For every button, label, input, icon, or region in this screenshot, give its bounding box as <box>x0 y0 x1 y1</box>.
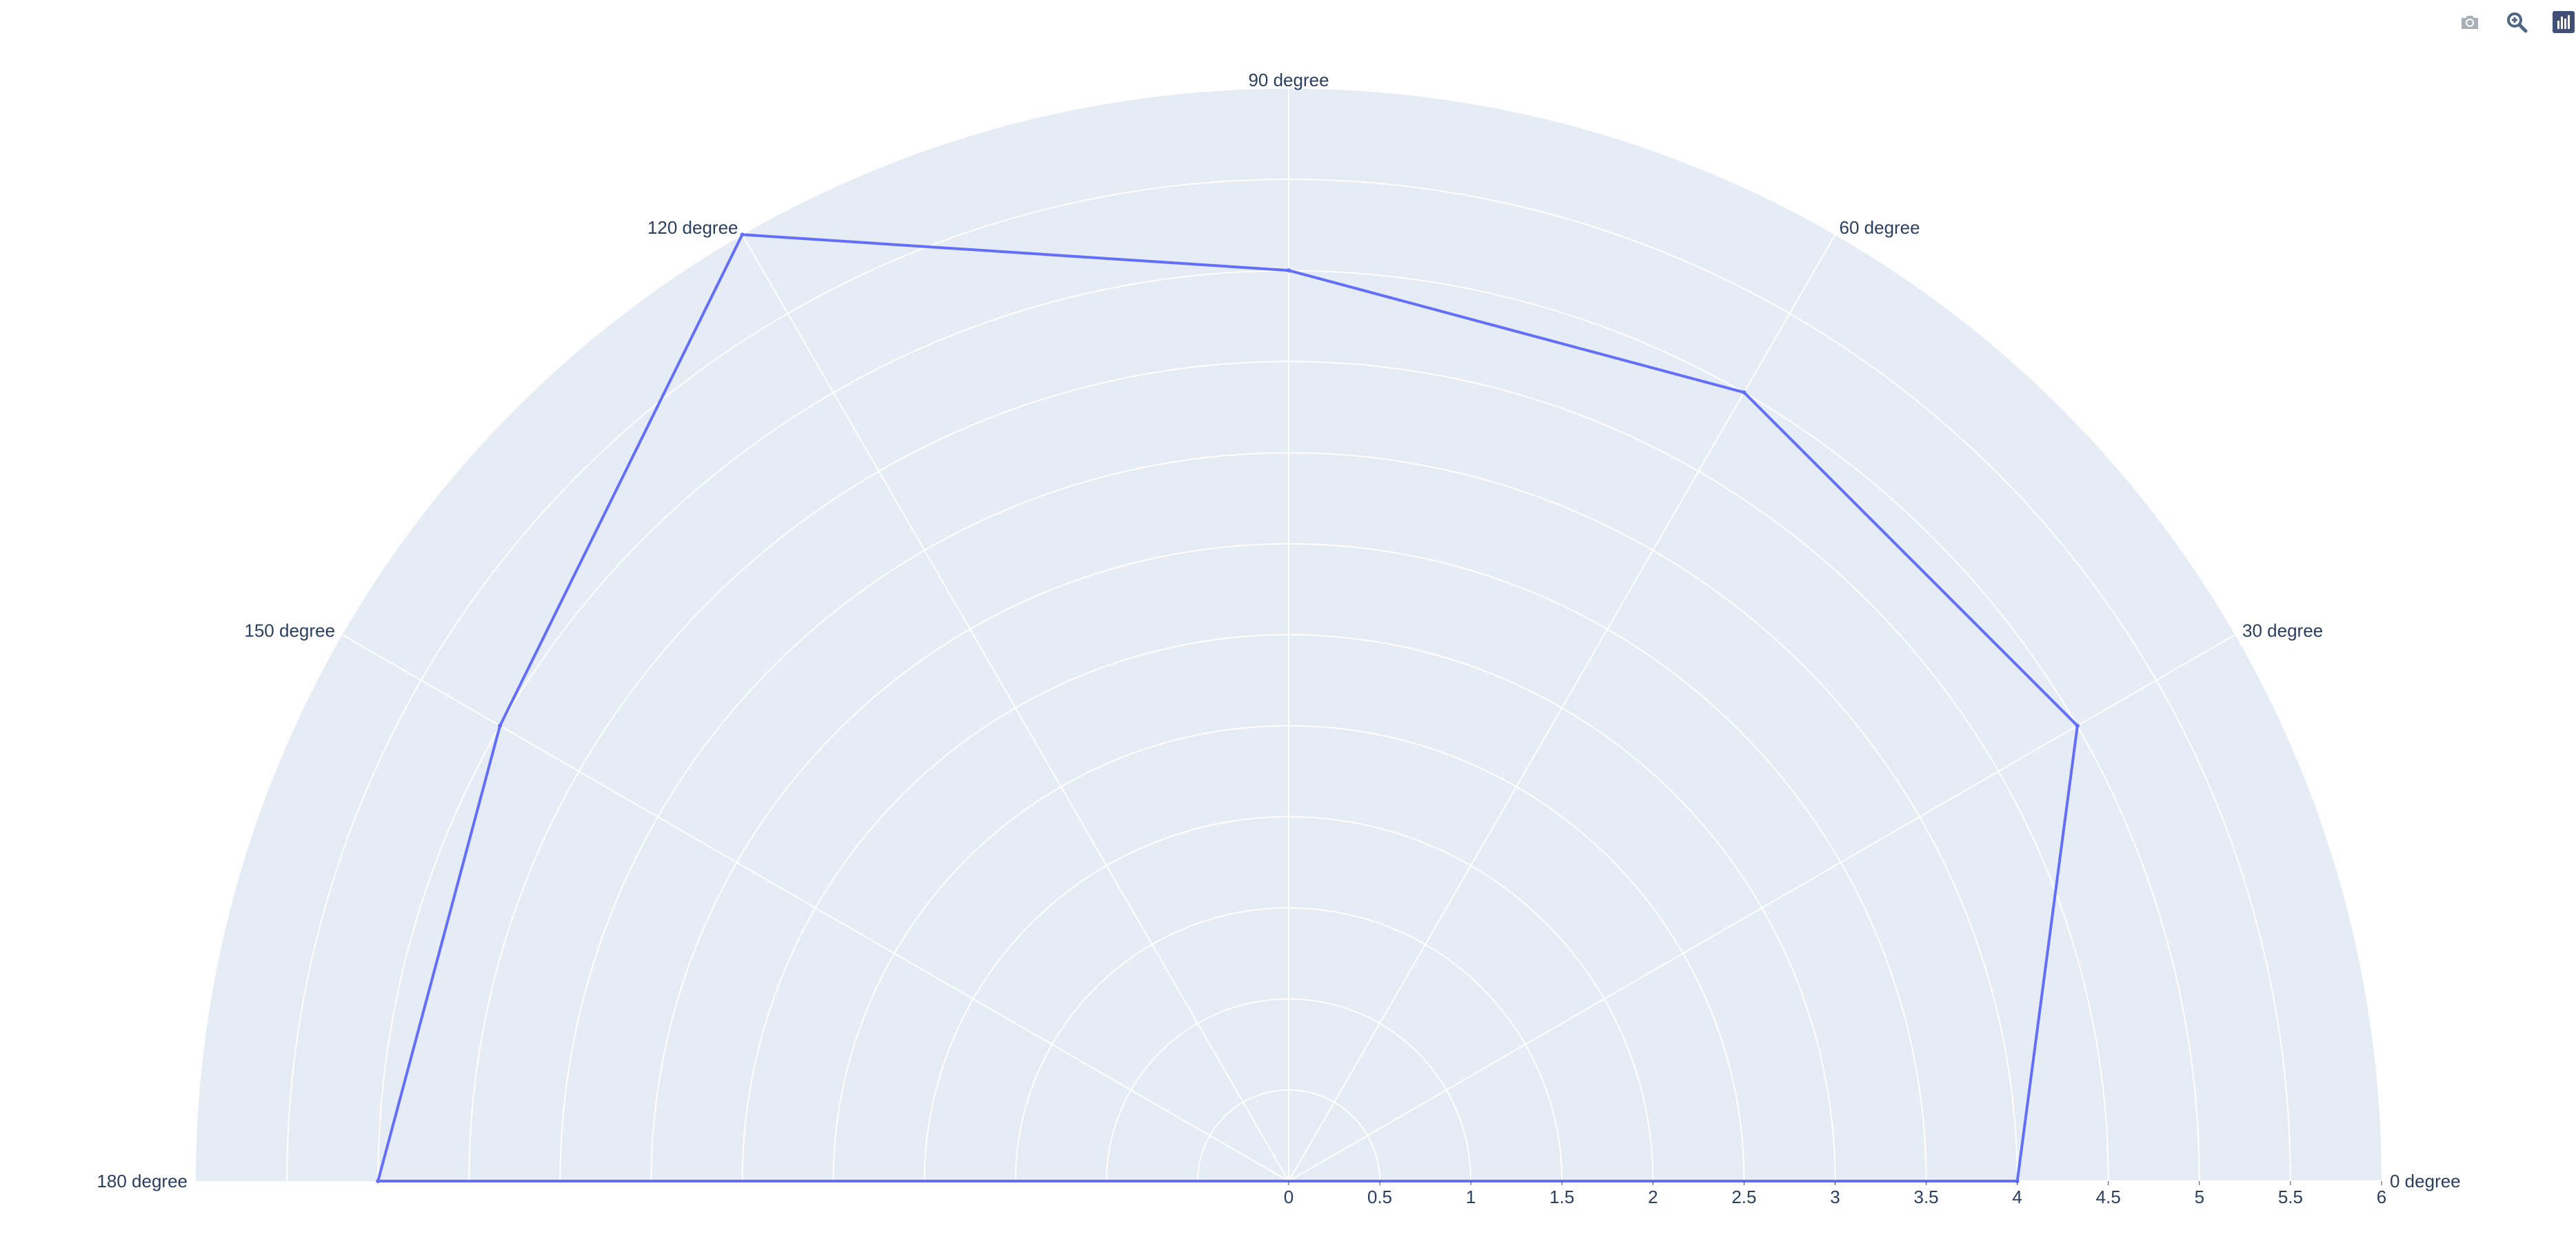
radial-tick-label: 1.5 <box>1549 1187 1574 1207</box>
data-point[interactable] <box>1287 268 1291 273</box>
radial-tick-label: 1 <box>1466 1187 1476 1207</box>
camera-button[interactable] <box>2457 10 2482 34</box>
radial-tick-label: 2.5 <box>1731 1187 1756 1207</box>
data-point[interactable] <box>498 723 503 728</box>
zoom-icon <box>2507 12 2528 33</box>
trace-layer <box>376 232 2080 1183</box>
angular-tick-label: 60 degree <box>1840 217 1920 238</box>
radial-tick-label: 4 <box>2012 1187 2022 1207</box>
angular-tick-label: 0 degree <box>2390 1171 2461 1191</box>
angular-tick-label: 180 degree <box>97 1171 188 1191</box>
plotly-logo-button[interactable] <box>2551 10 2576 34</box>
angular-grid-line <box>741 234 1289 1182</box>
radial-tick-label: 4.5 <box>2096 1187 2121 1207</box>
angular-tick-label: 150 degree <box>244 621 335 641</box>
angular-tick-label: 30 degree <box>2242 621 2323 641</box>
modebar <box>2457 10 2576 34</box>
label-layer: 0 0.5 1 1.5 2 2.5 3 3.5 4 4.5 5 5.5 60 degree 30 degr… <box>97 70 2460 1207</box>
data-point[interactable] <box>376 1179 381 1183</box>
camera-icon <box>2462 16 2478 29</box>
radial-tick-label: 3 <box>1830 1187 1840 1207</box>
radial-tick-label: 3.5 <box>1914 1187 1939 1207</box>
radial-tick-label: 2 <box>1648 1187 1658 1207</box>
plotly-logo-icon <box>2553 11 2575 33</box>
radial-tick-label: 5.5 <box>2278 1187 2303 1207</box>
data-point[interactable] <box>740 232 745 237</box>
radial-tick-label: 5 <box>2195 1187 2204 1207</box>
data-point[interactable] <box>2075 723 2080 728</box>
angular-tick-label: 90 degree <box>1248 70 1329 90</box>
zoom-button[interactable] <box>2504 10 2529 34</box>
series-line[interactable] <box>376 233 2079 1182</box>
radial-tick-label: 6 <box>2377 1187 2386 1207</box>
angular-tick-label: 120 degree <box>647 217 738 238</box>
radial-tick-label: 0 <box>1284 1187 1294 1207</box>
data-point[interactable] <box>1742 390 1747 395</box>
radial-tick-label: 0.5 <box>1367 1187 1392 1207</box>
